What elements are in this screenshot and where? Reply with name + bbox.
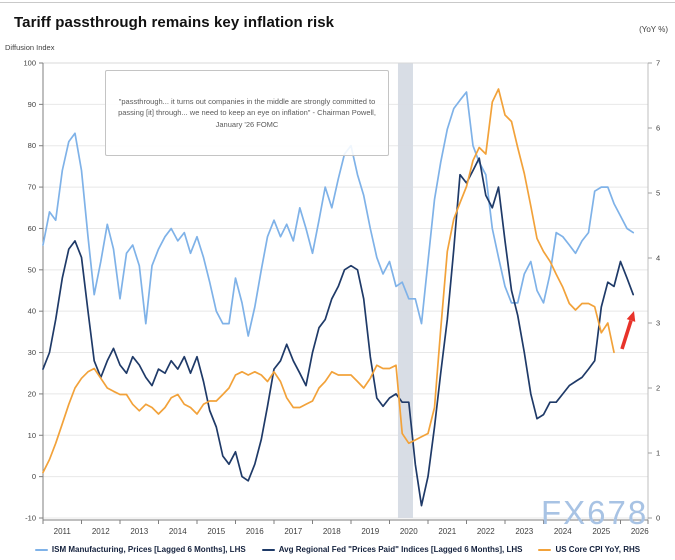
x-tick-label: 2020 <box>400 527 418 536</box>
y-tick-label: 30 <box>28 348 36 357</box>
legend-dash-fed-icon <box>261 548 275 551</box>
x-tick-label: 2017 <box>284 527 302 536</box>
y2-tick-label: 5 <box>656 189 660 198</box>
x-tick-label: 2024 <box>554 527 572 536</box>
y2-tick-label: 4 <box>656 254 660 263</box>
y-tick-label: 20 <box>28 389 36 398</box>
legend-dash-ism-icon <box>34 548 48 551</box>
chart-title: Tariff passthrough remains key inflation… <box>14 14 335 31</box>
y-tick-label: 0 <box>32 472 36 481</box>
series-line-ism <box>42 91 635 337</box>
legend-label-fed: Avg Regional Fed "Prices Paid" Indices [… <box>278 545 523 554</box>
y-tick-label: 60 <box>28 224 36 233</box>
x-tick-label: 2021 <box>438 527 456 536</box>
y-tick-label: 90 <box>28 100 36 109</box>
x-tick-label: 2012 <box>92 527 110 536</box>
quote-text: "passthrough... it turns out companies i… <box>118 97 376 129</box>
x-tick-label: 2016 <box>246 527 264 536</box>
y-tick-label: 40 <box>28 307 36 316</box>
y-tick-label: 50 <box>28 265 36 274</box>
series-line-cpi <box>42 88 615 474</box>
x-tick-label: 2014 <box>169 527 187 536</box>
legend-dash-cpi-icon <box>538 548 552 551</box>
y2-tick-label: 6 <box>656 124 660 133</box>
arrow-shaft <box>620 319 633 350</box>
x-tick-label: 2019 <box>361 527 379 536</box>
up-arrow-icon <box>626 311 636 322</box>
y2-tick-label: 7 <box>656 59 660 68</box>
left-axis-title: Diffusion Index <box>5 43 55 52</box>
y2-tick-label: 2 <box>656 384 660 393</box>
x-tick-label: 2015 <box>207 527 225 536</box>
x-tick-label: 2026 <box>631 527 649 536</box>
y2-tick-label: 0 <box>656 514 660 523</box>
y-tick-label: 100 <box>23 59 36 68</box>
x-tick-label: 2023 <box>515 527 533 536</box>
legend-label-ism: ISM Manufacturing, Prices [Lagged 6 Mont… <box>51 545 246 554</box>
y-tick-label: -10 <box>25 514 36 523</box>
y-tick-label: 80 <box>28 141 36 150</box>
legend: ISM Manufacturing, Prices [Lagged 6 Mont… <box>0 545 675 554</box>
y2-tick-label: 3 <box>656 319 660 328</box>
legend-item-cpi: US Core CPI YoY, RHS <box>538 545 640 554</box>
x-tick-label: 2011 <box>54 527 72 536</box>
right-axis-title: (YoY %) <box>639 25 668 34</box>
y-tick-label: 10 <box>28 431 36 440</box>
y-tick-label: 70 <box>28 183 36 192</box>
series-line-fed <box>42 157 635 507</box>
x-tick-label: 2025 <box>592 527 610 536</box>
y2-tick-label: 1 <box>656 449 660 458</box>
quote-annotation: "passthrough... it turns out companies i… <box>105 70 389 156</box>
watermark: FX678 <box>541 494 649 531</box>
legend-label-cpi: US Core CPI YoY, RHS <box>555 545 641 554</box>
x-tick-label: 2022 <box>477 527 495 536</box>
legend-item-ism: ISM Manufacturing, Prices [Lagged 6 Mont… <box>34 545 246 554</box>
x-tick-label: 2018 <box>323 527 341 536</box>
legend-item-fed: Avg Regional Fed "Prices Paid" Indices [… <box>261 545 523 554</box>
x-tick-label: 2013 <box>130 527 148 536</box>
top-divider <box>0 2 675 3</box>
